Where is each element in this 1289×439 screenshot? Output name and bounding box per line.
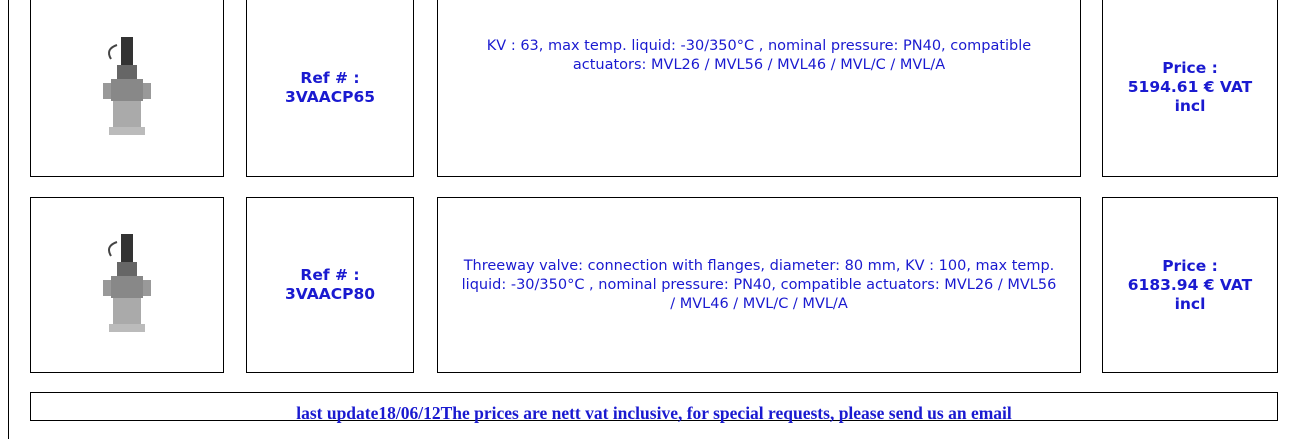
price-label: Price : <box>1162 257 1218 276</box>
description: Threeway valve: connection with flanges,… <box>460 257 1058 314</box>
ref-label: Ref # : <box>300 69 359 88</box>
ref-cell: Ref # :3VAACP65 <box>246 0 414 177</box>
description: KV : 63, max temp. liquid: -30/350°C , n… <box>460 37 1058 75</box>
price-cell: Price :6183.94 € VAT incl <box>1102 197 1278 373</box>
page: last update18/06/12The prices are nett v… <box>0 0 1289 439</box>
description-cell: Threeway valve: connection with flanges,… <box>437 197 1081 373</box>
description-cell: KV : 63, max temp. liquid: -30/350°C , n… <box>437 0 1081 177</box>
ref-code: 3VAACP65 <box>285 88 375 107</box>
ref-label: Ref # : <box>300 266 359 285</box>
valve-image <box>97 230 157 340</box>
price-label: Price : <box>1162 59 1218 78</box>
image-cell <box>30 197 224 373</box>
footer-note: last update18/06/12The prices are nett v… <box>30 392 1278 421</box>
price-cell: Price :5194.61 € VAT incl <box>1102 0 1278 177</box>
valve-image <box>97 33 157 143</box>
left-border <box>8 0 9 439</box>
ref-cell: Ref # :3VAACP80 <box>246 197 414 373</box>
image-cell <box>30 0 224 177</box>
price-value: 5194.61 € VAT incl <box>1115 78 1265 116</box>
ref-code: 3VAACP80 <box>285 285 375 304</box>
price-value: 6183.94 € VAT incl <box>1115 276 1265 314</box>
